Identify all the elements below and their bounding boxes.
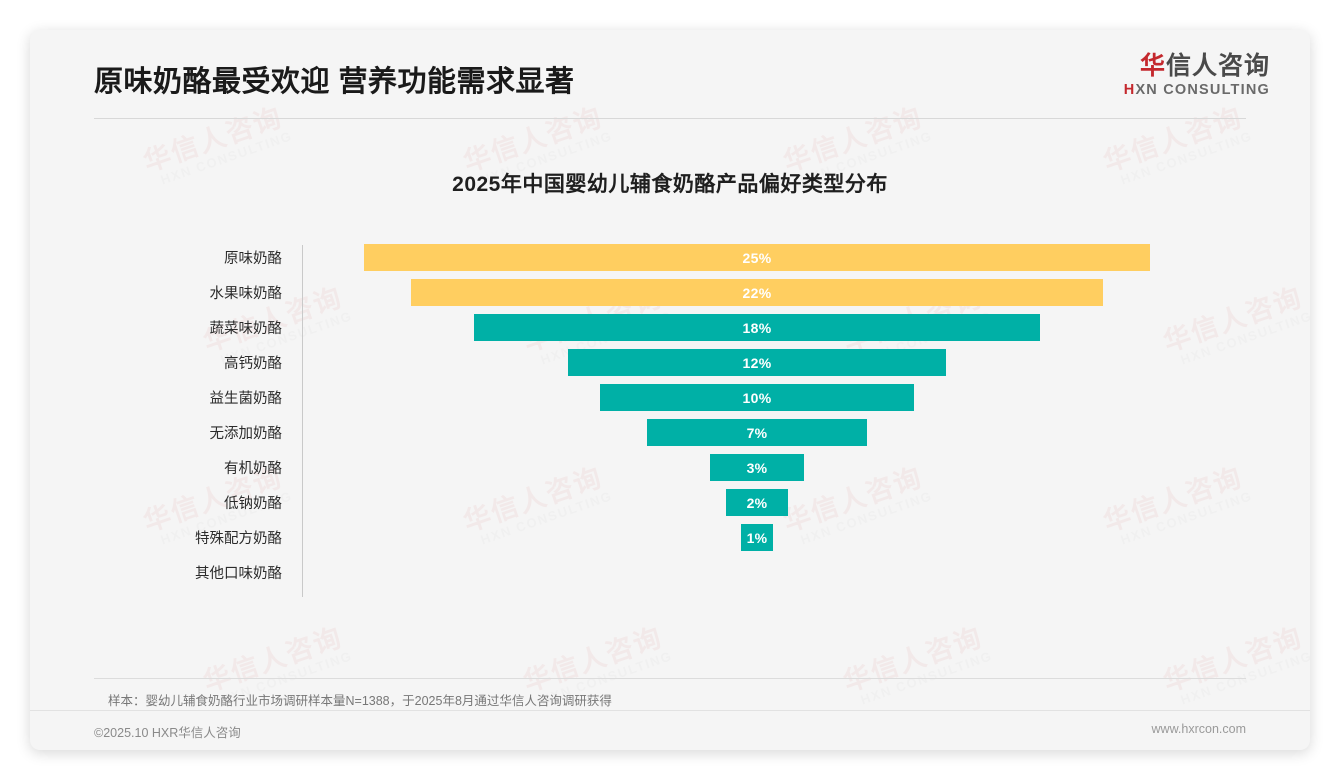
funnel-category-label: 特殊配方奶酪 (195, 531, 282, 547)
funnel-bar-track: 3% (292, 450, 1310, 485)
funnel-category-label: 其他口味奶酪 (195, 566, 282, 582)
footer-bar: ©2025.10 HXR华信人咨询 www.hxrcon.com (30, 710, 1310, 750)
funnel-row: 低钠奶酪 2% (30, 485, 1310, 520)
brand-logo: 华信人咨询 HXN CONSULTING (1124, 52, 1270, 100)
funnel-bar-track: 18% (292, 310, 1310, 345)
funnel-category-label: 水果味奶酪 (209, 286, 283, 302)
funnel-row: 高钙奶酪 12% (30, 345, 1310, 380)
funnel-bar-track: 25% (292, 240, 1310, 275)
brand-logo-hua-character: 华 (1139, 52, 1166, 80)
funnel-bar[interactable]: 25% (364, 244, 1150, 271)
funnel-category-label: 蔬菜味奶酪 (209, 321, 283, 337)
funnel-bar-value: 2% (746, 494, 768, 511)
funnel-bar-value: 3% (746, 459, 768, 476)
funnel-bar-value: 10% (742, 389, 772, 406)
funnel-bar-track: 7% (292, 415, 1310, 450)
brand-logo-english: HXN CONSULTING (1124, 81, 1270, 100)
funnel-bar-track: 22% (292, 275, 1310, 310)
slide-card: 华信人咨询 HXN CONSULTING 华信人咨询 HXN CONSULTING 华信… (30, 30, 1310, 750)
funnel-bar[interactable]: 2% (725, 489, 789, 516)
funnel-row: 原味奶酪 25% (30, 240, 1310, 275)
footnote-divider (94, 678, 1246, 679)
funnel-bar[interactable]: 1% (741, 524, 773, 551)
funnel-category-label: 高钙奶酪 (224, 356, 282, 372)
copyright-text: ©2025.10 HXR华信人咨询 (94, 726, 241, 740)
brand-logo-chinese: 华信人咨询 (1124, 52, 1270, 80)
funnel-category-label: 有机奶酪 (224, 461, 282, 477)
funnel-rows: 原味奶酪 25% 水果味奶酪 22% 蔬菜味奶酪 18% 高钙奶酪 12% 益生菌奶酪 10% 无添… (30, 240, 1310, 590)
funnel-row: 其他口味奶酪 (30, 555, 1310, 590)
funnel-category-label: 益生菌奶酪 (209, 391, 283, 407)
funnel-category-label: 原味奶酪 (224, 251, 282, 267)
funnel-bar-track: 10% (292, 380, 1310, 415)
website-url[interactable]: www.hxrcon.com (1151, 722, 1246, 736)
funnel-category-label: 低钠奶酪 (224, 496, 282, 512)
funnel-bar[interactable]: 7% (646, 419, 868, 446)
funnel-chart: 原味奶酪 25% 水果味奶酪 22% 蔬菜味奶酪 18% 高钙奶酪 12% 益生菌奶酪 10% 无添… (30, 240, 1310, 605)
funnel-bar-track (292, 555, 1310, 590)
header-divider (94, 118, 1246, 119)
funnel-bar[interactable]: 10% (599, 384, 915, 411)
chart-title: 2025年中国婴幼儿辅食奶酪产品偏好类型分布 (452, 173, 888, 196)
funnel-row: 有机奶酪 3% (30, 450, 1310, 485)
category-axis-line (302, 245, 303, 597)
funnel-row: 特殊配方奶酪 1% (30, 520, 1310, 555)
funnel-row: 无添加奶酪 7% (30, 415, 1310, 450)
funnel-row: 益生菌奶酪 10% (30, 380, 1310, 415)
sample-note: 样本：婴幼儿辅食奶酪行业市场调研样本量N=1388，于2025年8月通过华信人咨… (108, 694, 612, 708)
brand-logo-chinese-rest: 信人咨询 (1165, 52, 1270, 80)
funnel-bar-value: 25% (742, 249, 772, 266)
funnel-bar-value: 18% (742, 319, 772, 336)
funnel-bar-value: 12% (742, 354, 772, 371)
brand-logo-english-rest: XN CONSULTING (1135, 82, 1270, 98)
funnel-bar-value: 1% (746, 529, 768, 546)
funnel-row: 蔬菜味奶酪 18% (30, 310, 1310, 345)
funnel-bar-track: 12% (292, 345, 1310, 380)
page-title: 原味奶酪最受欢迎 营养功能需求显著 (94, 66, 575, 98)
funnel-bar-track: 2% (292, 485, 1310, 520)
funnel-category-label: 无添加奶酪 (209, 426, 283, 442)
slide-header: 原味奶酪最受欢迎 营养功能需求显著 华信人咨询 HXN CONSULTING (30, 30, 1310, 120)
funnel-bar-track: 1% (292, 520, 1310, 555)
funnel-bar[interactable]: 22% (411, 279, 1103, 306)
funnel-bar[interactable]: 12% (568, 349, 946, 376)
funnel-bar[interactable]: 3% (709, 454, 805, 481)
funnel-bar-value: 22% (742, 284, 772, 301)
funnel-bar[interactable]: 18% (474, 314, 1040, 341)
chart-area: 2025年中国婴幼儿辅食奶酪产品偏好类型分布 原味奶酪 25% 水果味奶酪 22% 蔬菜… (30, 120, 1310, 660)
funnel-row: 水果味奶酪 22% (30, 275, 1310, 310)
brand-logo-h-letter: H (1123, 82, 1136, 98)
funnel-bar-value: 7% (746, 424, 768, 441)
